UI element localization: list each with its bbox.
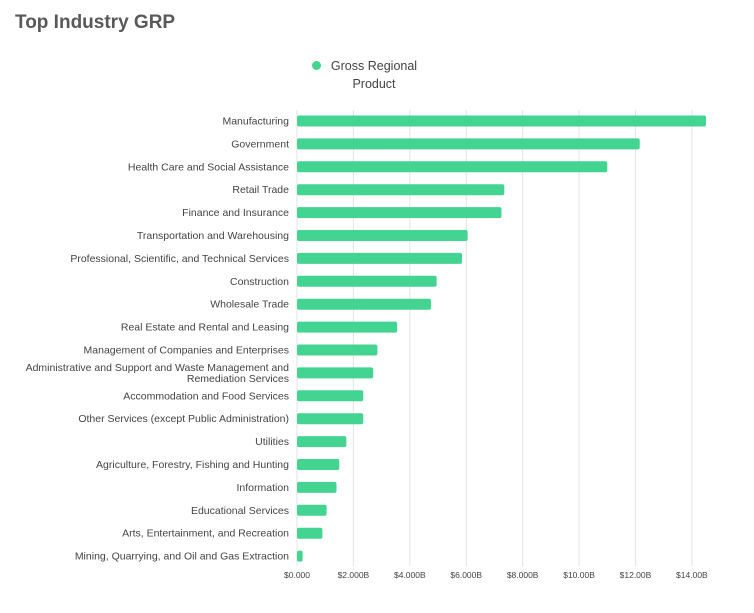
category-label: Arts, Entertainment, and Recreation	[122, 528, 289, 540]
category-label: Retail Trade	[232, 184, 289, 196]
bar[interactable]	[297, 230, 468, 241]
category-label: Transportation and Warehousing	[137, 230, 289, 242]
category-label: Real Estate and Rental and Leasing	[121, 322, 289, 334]
x-tick-label: $0.000	[284, 570, 310, 580]
bar[interactable]	[297, 161, 608, 173]
category-label: Government	[231, 138, 289, 150]
bar[interactable]	[297, 115, 706, 127]
bar[interactable]	[297, 252, 463, 264]
bar[interactable]	[297, 138, 640, 150]
chart-title: Top Industry GRP	[15, 12, 176, 33]
bar[interactable]	[297, 550, 303, 562]
bar[interactable]	[297, 367, 374, 379]
category-label: Management of Companies and Enterprises	[84, 345, 289, 357]
legend-marker	[312, 61, 321, 70]
bar[interactable]	[297, 481, 337, 493]
x-tick-label: $6.000B	[450, 570, 482, 580]
category-label: Accommodation and Food Services	[123, 390, 289, 402]
bar[interactable]	[297, 436, 347, 448]
category-label: Information	[236, 482, 289, 494]
legend[interactable]: Gross Regional Product	[312, 57, 419, 93]
category-label: Utilities	[255, 436, 289, 448]
bar[interactable]	[297, 459, 340, 470]
bar[interactable]	[297, 321, 398, 333]
category-label: Other Services (except Public Administra…	[78, 413, 289, 425]
bar[interactable]	[297, 184, 505, 196]
category-label: Professional, Scientific, and Technical …	[70, 253, 289, 265]
x-tick-label: $14.00B	[676, 570, 708, 580]
category-label: Wholesale Trade	[210, 299, 289, 311]
bar[interactable]	[297, 275, 437, 287]
bar[interactable]	[297, 390, 364, 402]
category-label: Remediation Services	[187, 373, 289, 385]
category-label: Construction	[230, 276, 289, 288]
x-tick-label: $12.00B	[620, 570, 652, 580]
bar[interactable]	[297, 413, 364, 425]
bar[interactable]	[297, 344, 378, 356]
x-tick-label: $10.00B	[563, 570, 595, 580]
x-tick-label: $2.000B	[338, 570, 370, 580]
x-tick-label: $8.000B	[507, 570, 539, 580]
bar[interactable]	[297, 527, 323, 539]
category-label: Agriculture, Forestry, Fishing and Hunti…	[96, 459, 289, 471]
bar[interactable]	[297, 504, 327, 516]
legend-label: Gross Regional Product	[330, 59, 418, 91]
category-label: Manufacturing	[222, 116, 289, 128]
category-label: Administrative and Support and Waste Man…	[26, 362, 290, 374]
category-label: Health Care and Social Assistance	[128, 161, 289, 173]
bar[interactable]	[297, 298, 431, 310]
bar[interactable]	[297, 207, 502, 219]
x-tick-label: $4.000B	[394, 570, 426, 580]
category-label: Finance and Insurance	[182, 207, 289, 219]
category-label: Mining, Quarrying, and Oil and Gas Extra…	[75, 551, 289, 563]
category-label: Educational Services	[191, 505, 289, 517]
